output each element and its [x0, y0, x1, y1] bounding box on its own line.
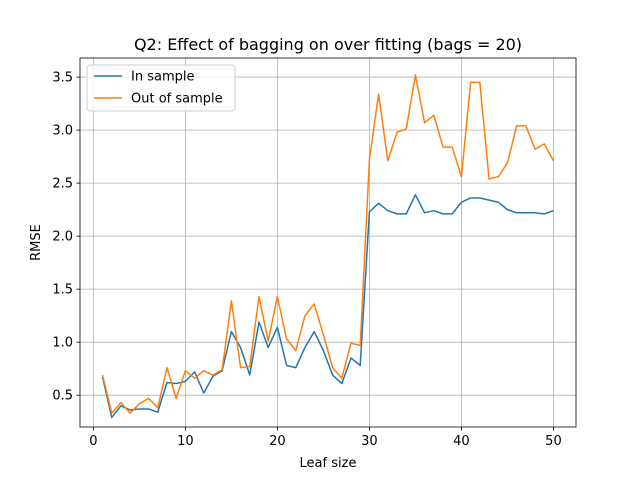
- chart-title: Q2: Effect of bagging on over fitting (b…: [134, 35, 522, 54]
- legend: In sample Out of sample: [86, 64, 236, 112]
- y-tick-label: 3.0: [52, 124, 73, 139]
- legend-label-out-of-sample: Out of sample: [131, 92, 223, 107]
- x-tick-label: 50: [545, 434, 562, 449]
- x-tick-label: 20: [269, 434, 286, 449]
- y-axis-label: RMSE: [29, 224, 44, 261]
- series-line-out-of-sample: [101, 74, 555, 414]
- x-tick-label: 30: [361, 434, 378, 449]
- legend-box: [86, 64, 236, 112]
- y-tick-label: 0.5: [52, 389, 73, 404]
- x-tick-label: 40: [453, 434, 470, 449]
- legend-label-in-sample: In sample: [131, 70, 194, 85]
- y-tick-label: 3.5: [52, 71, 73, 86]
- plot-lines: [101, 74, 555, 419]
- y-tick-label: 1.0: [52, 336, 73, 351]
- x-tick-label: 10: [177, 434, 194, 449]
- y-tick-label: 2.5: [52, 177, 73, 192]
- y-tick-label: 1.5: [52, 283, 73, 298]
- y-tick-label: 2.0: [52, 230, 73, 245]
- x-axis-label: Leaf size: [300, 456, 357, 471]
- plot-frame: [79, 57, 577, 428]
- x-tick-label: 0: [89, 434, 97, 449]
- series-line-in-sample: [101, 194, 554, 419]
- grid: [80, 58, 576, 427]
- axis-ticks: 0 10 20 30 40 50 0.5 1.0 1.5 2.0 2.5 3.0 3.5: [52, 71, 561, 449]
